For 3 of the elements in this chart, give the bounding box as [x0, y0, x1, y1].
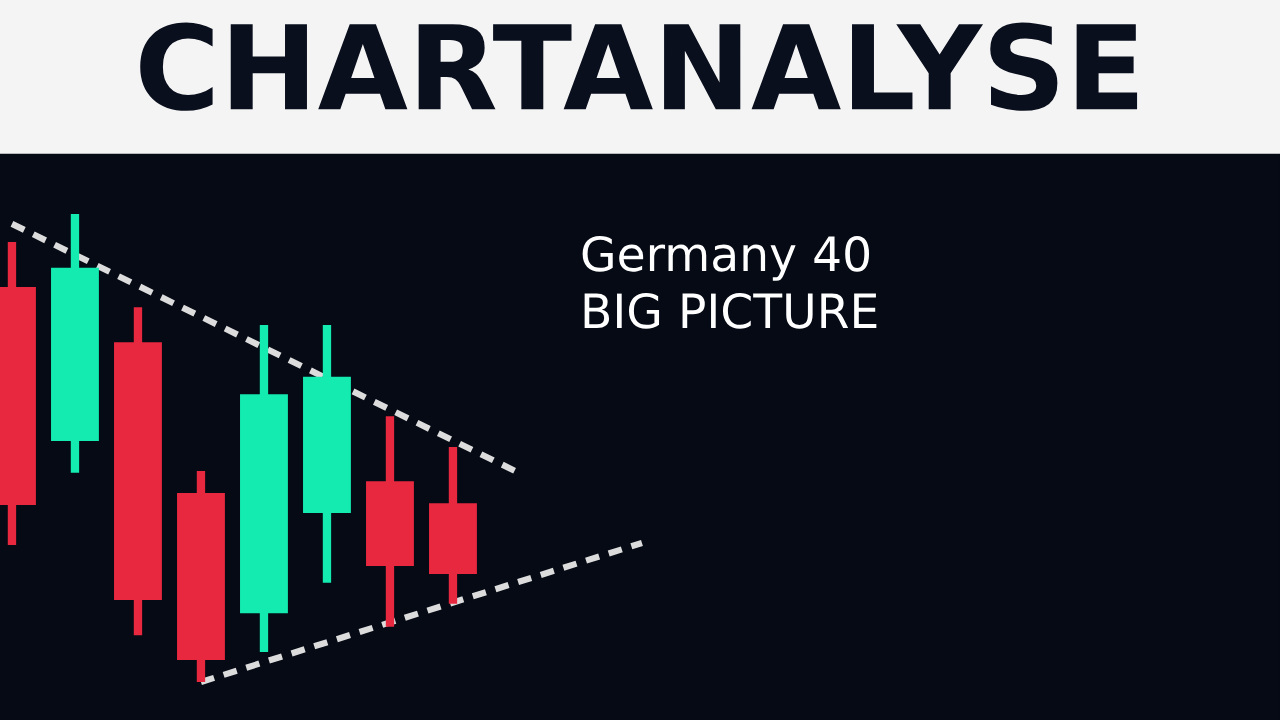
annotation: Germany 40 [582, 235, 870, 281]
chart-title: CHARTANALYSE [140, 22, 1138, 111]
annotation: BIG PICTURE [584, 292, 877, 329]
